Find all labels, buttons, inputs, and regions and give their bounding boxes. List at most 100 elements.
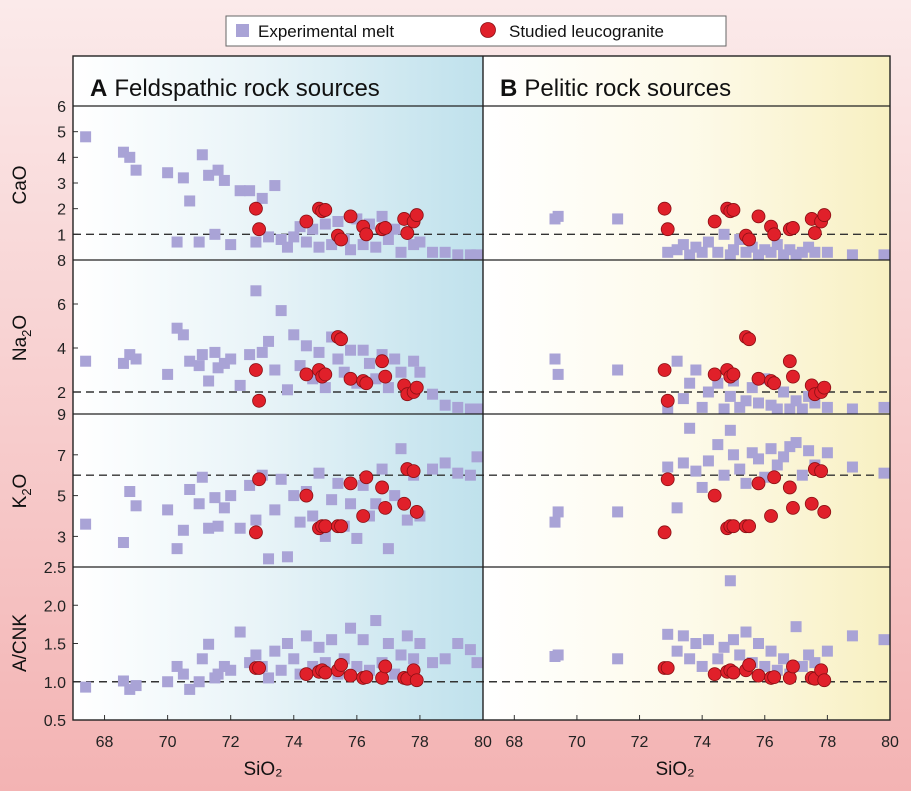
melt-point-A-acnk-39 (389, 668, 401, 680)
leucogranite-point-A-cao-16 (409, 208, 424, 222)
leucogranite-point-A-cao-12 (378, 221, 393, 235)
melt-point-B-cao-3 (662, 246, 674, 258)
melt-point-A-na2o-38 (382, 382, 394, 394)
melt-point-A-cao-13 (218, 174, 230, 186)
xtick-A-5: 78 (411, 734, 429, 751)
melt-point-A-acnk-23 (288, 653, 300, 665)
legend-label-leucogranite: Studied leucogranite (509, 22, 664, 41)
melt-point-A-acnk-3 (130, 680, 142, 692)
xtick-B-6: 80 (881, 734, 899, 751)
melt-point-B-na2o-22 (784, 403, 796, 415)
melt-point-A-na2o-22 (281, 384, 293, 396)
ylabel-k2o: K2O (10, 474, 34, 509)
melt-point-A-cao-10 (203, 169, 215, 181)
melt-point-A-na2o-7 (184, 355, 196, 367)
melt-point-A-na2o-3 (130, 353, 142, 365)
melt-point-B-acnk-7 (690, 638, 702, 649)
melt-point-A-na2o-36 (370, 373, 382, 385)
melt-point-A-acnk-20 (269, 645, 281, 657)
leucogranite-point-B-k2o-8 (751, 476, 766, 491)
melt-point-B-na2o-11 (718, 403, 730, 415)
melt-point-B-cao-9 (702, 236, 714, 248)
melt-point-A-na2o-46 (452, 401, 464, 413)
melt-point-B-k2o-2 (612, 506, 624, 518)
melt-point-A-acnk-0 (80, 681, 92, 693)
melt-point-A-cao-4 (162, 167, 174, 179)
melt-point-A-na2o-1 (117, 357, 129, 369)
leucogranite-point-A-cao-1 (252, 222, 266, 237)
melt-point-B-na2o-10 (712, 377, 724, 389)
plot-frame (72, 55, 891, 721)
ylabel-na2o-sub: 2 (19, 330, 34, 337)
melt-point-A-k2o-46 (452, 467, 464, 479)
melt-point-B-acnk-13 (727, 634, 739, 646)
leucogranite-point-B-cao-14 (807, 226, 822, 240)
melt-point-A-acnk-43 (414, 638, 426, 649)
melt-point-B-cao-24 (796, 246, 808, 258)
melt-point-A-na2o-12 (212, 362, 224, 374)
leucogranite-point-A-na2o-12 (378, 369, 393, 384)
xtick-B-3: 74 (693, 734, 711, 751)
melt-point-A-k2o-23 (288, 490, 300, 502)
melt-point-A-na2o-5 (171, 322, 183, 334)
ytick-k2o-3: 9 (57, 407, 66, 424)
melt-point-A-cao-12 (212, 164, 224, 176)
melt-point-A-na2o-39 (389, 353, 401, 365)
data-points (80, 131, 890, 695)
melt-point-B-na2o-4 (671, 355, 683, 367)
panel-b-title: B Pelitic rock sources (500, 75, 731, 102)
melt-point-A-k2o-15 (234, 522, 246, 534)
melt-point-A-k2o-0 (80, 518, 92, 530)
ytick-na2o-0: 2 (57, 385, 66, 402)
melt-point-A-acnk-7 (184, 683, 196, 695)
melt-point-B-na2o-17 (753, 397, 765, 409)
leucogranite-point-B-na2o-16 (817, 380, 832, 395)
melt-point-A-na2o-45 (439, 399, 451, 411)
leucogranite-point-A-acnk-16 (409, 673, 424, 688)
leucogranite-point-B-acnk-1 (660, 661, 675, 675)
melt-point-B-na2o-29 (878, 401, 890, 413)
leucogranite-point-B-na2o-8 (751, 371, 766, 386)
plot-border (72, 55, 891, 721)
melt-point-A-k2o-16 (244, 479, 256, 491)
melt-point-B-cao-7 (690, 241, 702, 253)
legend-marker-melt (236, 24, 249, 37)
leucogranite-point-B-cao-1 (660, 222, 675, 237)
ylabel-na2o-main: Na (10, 336, 31, 361)
melt-point-A-k2o-38 (382, 543, 394, 555)
melt-point-A-acnk-10 (203, 638, 215, 650)
melt-point-B-na2o-20 (771, 403, 783, 415)
melt-point-B-cao-10 (712, 246, 724, 258)
leucogranite-point-B-k2o-13 (804, 496, 819, 511)
melt-point-A-cao-28 (319, 218, 331, 230)
melt-point-B-k2o-20 (771, 459, 783, 471)
leucogranite-point-A-k2o-10 (359, 470, 374, 485)
melt-point-B-k2o-11 (718, 469, 730, 481)
melt-point-A-acnk-21 (275, 664, 287, 676)
melt-point-A-acnk-32 (345, 622, 357, 634)
melt-point-A-k2o-12 (212, 520, 224, 532)
melt-point-B-na2o-23 (790, 395, 802, 407)
leucogranite-point-A-acnk-1 (252, 661, 266, 675)
leucogranite-point-A-na2o-16 (409, 380, 424, 395)
ytick-na2o-1: 4 (57, 341, 66, 358)
melt-point-B-cao-29 (878, 249, 890, 261)
melt-point-B-acnk-2 (612, 653, 624, 665)
melt-point-B-na2o-27 (821, 401, 833, 413)
melt-point-A-na2o-15 (234, 379, 246, 391)
melt-point-A-cao-26 (307, 223, 319, 235)
melt-point-A-na2o-34 (357, 344, 369, 356)
melt-point-A-k2o-36 (370, 498, 382, 510)
legend-box (225, 15, 727, 47)
leucogranite-point-A-acnk-11 (375, 671, 389, 685)
melt-point-A-k2o-37 (376, 463, 388, 475)
melt-point-B-acnk-3 (662, 628, 674, 640)
melt-point-B-cao-16 (746, 241, 758, 253)
melt-point-A-cao-29 (326, 239, 338, 251)
melt-point-B-k2o-21 (778, 451, 790, 463)
melt-point-B-cao-6 (684, 249, 696, 261)
melt-point-A-k2o-3 (130, 500, 142, 512)
melt-point-A-cao-36 (370, 241, 382, 253)
melt-point-B-cao-13 (727, 244, 739, 256)
ytick-cao-2: 3 (57, 176, 66, 193)
